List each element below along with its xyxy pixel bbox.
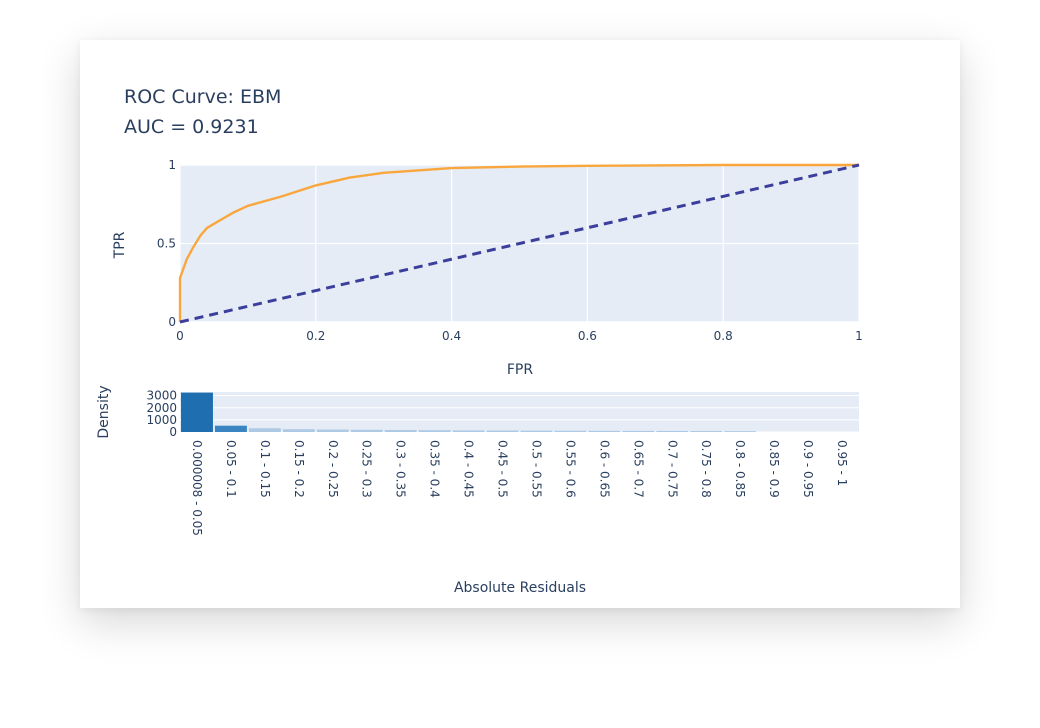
histogram-bar: [656, 430, 689, 432]
histogram-bar: [384, 430, 417, 432]
histogram-x-tick-label: 0.25 - 0.3: [360, 440, 374, 498]
roc-x-ticks: 0 0.2 0.4 0.6 0.8 1: [176, 329, 863, 343]
roc-y-axis-title: TPR: [112, 231, 128, 259]
histogram-bar: [554, 430, 587, 432]
histogram-x-tick-label: 0.4 - 0.45: [462, 440, 476, 498]
histogram-x-tick-label: 0.45 - 0.5: [496, 440, 510, 498]
histogram-bar: [452, 430, 485, 432]
roc-y-tick-label: 0: [168, 315, 176, 329]
roc-diagonal-reference-line: [179, 163, 860, 324]
histogram-x-tick-label: 0.55 - 0.6: [563, 440, 577, 498]
roc-x-tick-label: 0.6: [578, 329, 597, 343]
histogram-plot-area: [180, 392, 859, 432]
histogram-bar: [181, 392, 213, 432]
histogram-bars: [181, 392, 757, 432]
histogram-x-tick-label: 0.85 - 0.9: [767, 440, 781, 498]
histogram-bar: [282, 429, 315, 432]
histogram-bar: [588, 430, 621, 432]
roc-x-tick-label: 0.8: [714, 329, 733, 343]
histogram-x-tick-label: 0.5 - 0.55: [529, 440, 543, 498]
roc-plot: 0 0.2 0.4 0.6 0.8 1 00.51 FPR TPR: [112, 158, 863, 378]
histogram-y-tick-label: 2000: [146, 401, 177, 415]
roc-series-group: [178, 163, 860, 324]
roc-x-tick-label: 0.4: [442, 329, 461, 343]
histogram-bar: [214, 425, 247, 432]
roc-y-tick-label: 0.5: [157, 237, 176, 251]
histogram-x-tick-label: 0.05 - 0.1: [224, 440, 238, 498]
histogram-bar: [622, 430, 655, 432]
histogram-x-tick-label: 0.6 - 0.65: [597, 440, 611, 498]
histogram-y-axis-title: Density: [96, 385, 112, 438]
histogram-x-tick-label: 0.1 - 0.15: [258, 440, 272, 498]
histogram-x-tick-label: 0.35 - 0.4: [428, 440, 442, 498]
histogram-x-tick-label: 0.15 - 0.2: [292, 440, 306, 498]
histogram-y-tick-label: 1000: [146, 413, 177, 427]
histogram-x-tick-label: 0.65 - 0.7: [631, 440, 645, 498]
histogram-bar: [248, 428, 281, 432]
histogram-x-tick-label: 0.75 - 0.8: [699, 440, 713, 498]
histogram-x-tick-label: 0.9 - 0.95: [801, 440, 815, 498]
histogram-x-axis-title: Absolute Residuals: [454, 580, 586, 596]
histogram-bar: [486, 430, 519, 432]
histogram-bar: [520, 430, 553, 432]
histogram-y-tick-label: 3000: [146, 389, 177, 403]
roc-x-tick-label: 0: [176, 329, 184, 343]
histogram-bar: [418, 430, 451, 432]
roc-subtitle: AUC = 0.9231: [124, 116, 259, 138]
histogram-bar: [724, 431, 757, 432]
roc-x-tick-label: 1: [855, 329, 863, 343]
histogram-x-tick-label: 0.3 - 0.35: [394, 440, 408, 498]
chart-card: ROC Curve: EBM AUC = 0.9231 0 0.2 0.4 0.6 0.…: [80, 40, 960, 608]
roc-x-tick-label: 0.2: [306, 329, 325, 343]
histogram-bar: [690, 431, 723, 432]
charts-canvas: ROC Curve: EBM AUC = 0.9231 0 0.2 0.4 0.6 0.…: [96, 86, 863, 596]
histogram-bar: [316, 429, 349, 432]
histogram-x-tick-label: 0.2 - 0.25: [326, 440, 340, 498]
roc-x-axis-title: FPR: [507, 362, 533, 378]
roc-curve-line: [178, 163, 859, 322]
histogram-x-tick-label: 0.7 - 0.75: [665, 440, 679, 498]
histogram-y-tick-label: 0: [169, 425, 177, 439]
histogram-x-tick-label: 0.000008 - 0.05: [190, 440, 204, 536]
roc-y-tick-label: 1: [168, 158, 176, 172]
histogram-bar: [350, 429, 383, 432]
histogram-x-tick-label: 0.95 - 1: [835, 440, 849, 486]
histogram-x-ticks: 0.000008 - 0.05 0.05 - 0.1 0.1 - 0.15 0.15 …: [190, 440, 849, 536]
roc-title: ROC Curve: EBM: [124, 86, 281, 108]
histogram-x-tick-label: 0.8 - 0.85: [733, 440, 747, 498]
roc-y-ticks: 00.51: [157, 158, 176, 329]
